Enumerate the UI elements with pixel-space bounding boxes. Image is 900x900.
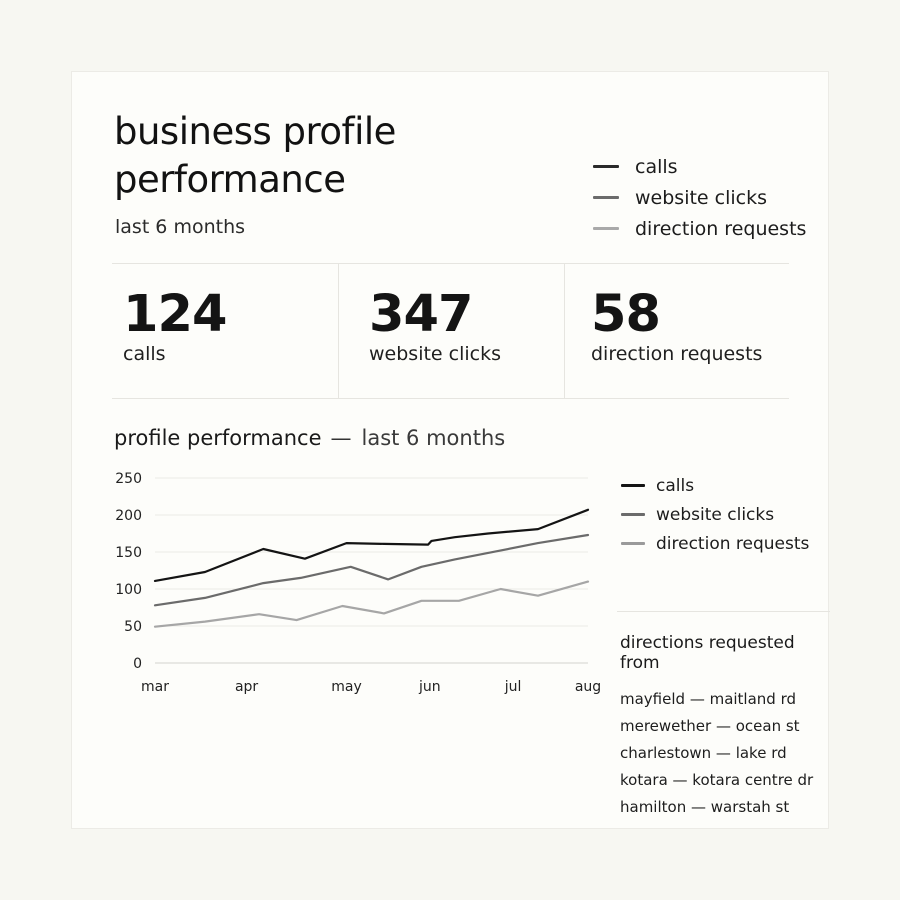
directions-heading: directions requested from <box>620 633 795 673</box>
y-tick-label: 200 <box>115 508 142 524</box>
directions-list: mayfield — maitland rd merewether — ocea… <box>620 689 813 817</box>
list-item: kotara — kotara centre dr <box>620 771 814 789</box>
chart-legend-swatch-calls <box>621 484 645 487</box>
x-tick-label: jun <box>418 679 441 695</box>
y-tick-label: 150 <box>115 545 142 561</box>
series-line-calls <box>153 508 590 583</box>
legend-label-calls: calls <box>635 155 678 178</box>
stat-calls-value: 124 <box>123 285 227 344</box>
list-item: hamilton — warstah st <box>620 798 790 816</box>
legend-label-direction-requests: direction requests <box>635 217 807 240</box>
stat-divider-1 <box>338 264 339 398</box>
x-tick-label: apr <box>235 679 258 695</box>
chart-legend-swatch-direction-requests <box>621 542 645 545</box>
legend-swatch-direction-requests <box>593 227 619 230</box>
chart-legend-label-calls: calls <box>656 475 695 496</box>
legend-label-website-clicks: website clicks <box>635 186 767 209</box>
x-tick-label: jul <box>504 679 522 695</box>
chart-legend-label-direction-requests: direction requests <box>656 533 810 554</box>
page-title-line1: business profile <box>114 110 396 153</box>
chart-title-sub: last 6 months <box>361 426 506 450</box>
series-line-direction-requests <box>153 580 590 628</box>
chart-title: profile performance — last 6 months <box>114 426 505 450</box>
legend-item-direction-requests: direction requests <box>593 217 807 240</box>
chart-title-separator: — <box>330 426 352 450</box>
stat-direction-requests: 58 direction requests <box>591 285 763 366</box>
chart-legend-item-website-clicks: website clicks <box>621 504 809 525</box>
chart-legend-swatch-website-clicks <box>621 513 645 516</box>
profile-performance-card: business profile performance last 6 mont… <box>71 71 830 829</box>
stat-divider-2 <box>564 264 565 398</box>
x-tick-label: may <box>331 679 362 695</box>
stat-direction-requests-label: direction requests <box>591 343 763 365</box>
y-tick-label: 50 <box>124 619 142 635</box>
list-item: mayfield — maitland rd <box>620 690 797 708</box>
chart-legend-label-website-clicks: website clicks <box>656 504 775 525</box>
page-title: business profile performance <box>114 108 396 204</box>
summary-legend: calls website clicks direction requests <box>593 155 807 240</box>
series-line-website-clicks <box>153 533 590 607</box>
list-item: charlestown — lake rd <box>620 744 787 762</box>
chart-legend-item-direction-requests: direction requests <box>621 533 809 554</box>
chart-title-main: profile performance <box>114 426 322 450</box>
stat-calls: 124 calls <box>123 285 227 366</box>
legend-item-calls: calls <box>593 155 806 178</box>
y-tick-label: 100 <box>115 582 142 598</box>
y-tick-label: 250 <box>115 471 142 487</box>
stat-website-clicks: 347 website clicks <box>369 285 501 366</box>
page-title-line2: performance <box>114 158 346 201</box>
legend-swatch-website-clicks <box>593 196 619 199</box>
stat-direction-requests-value: 58 <box>591 285 661 344</box>
divider-top <box>112 263 789 264</box>
page-subtitle: last 6 months <box>115 216 246 238</box>
legend-swatch-calls <box>593 165 619 168</box>
stat-calls-label: calls <box>123 343 166 365</box>
y-tick-label: 0 <box>133 656 142 672</box>
directions-divider <box>617 611 830 612</box>
list-item: merewether — ocean st <box>620 717 800 735</box>
divider-bottom <box>112 398 789 399</box>
stat-website-clicks-label: website clicks <box>369 343 501 365</box>
x-tick-label: mar <box>141 679 169 695</box>
x-tick-label: aug <box>575 679 601 695</box>
legend-item-website-clicks: website clicks <box>593 186 806 209</box>
chart-legend-item-calls: calls <box>621 475 809 496</box>
line-chart: 0 50 100 150 200 250 mar apr may jun jul aug <box>115 471 601 695</box>
chart-legend: calls website clicks direction requests <box>621 475 809 554</box>
stat-website-clicks-value: 347 <box>369 285 473 344</box>
